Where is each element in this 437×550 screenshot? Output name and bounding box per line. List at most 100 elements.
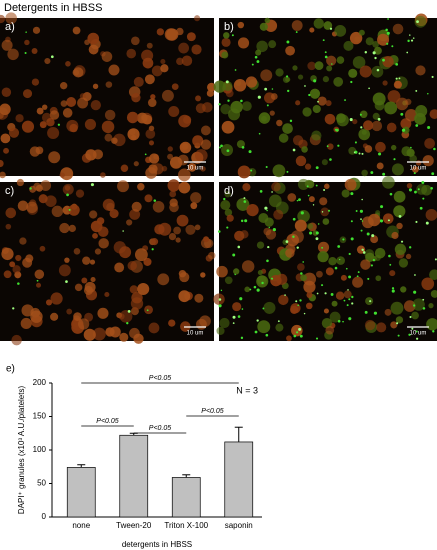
cell [341, 189, 350, 198]
granule [345, 267, 348, 270]
cell [191, 44, 202, 55]
cell [389, 270, 396, 277]
granule [408, 246, 412, 249]
cell [276, 119, 283, 127]
granule [265, 333, 269, 337]
cell [359, 65, 372, 78]
granule [400, 240, 404, 243]
cell [83, 328, 96, 341]
cell [93, 327, 106, 341]
cell [161, 89, 174, 102]
cell [422, 155, 434, 167]
granule [151, 248, 154, 251]
granule [422, 307, 426, 310]
cell [324, 183, 330, 190]
y-axis-title: DAPI⁺ granules (x10³ A.U./platelets) [17, 386, 26, 515]
cell [145, 167, 158, 179]
cell [185, 224, 196, 235]
cell [307, 61, 316, 71]
granule [329, 158, 332, 161]
cell [158, 222, 172, 236]
granule [334, 266, 338, 270]
cell [90, 220, 103, 233]
granule [234, 69, 237, 71]
granule [315, 337, 319, 340]
granule [239, 297, 243, 301]
cell [365, 37, 374, 46]
y-tick-label: 150 [33, 412, 47, 421]
bar [224, 441, 254, 518]
cell [194, 149, 208, 162]
cell [5, 223, 12, 230]
cell [79, 93, 86, 100]
cell [152, 200, 165, 213]
cell [269, 110, 275, 116]
cell [306, 223, 314, 230]
cell [290, 230, 304, 244]
cell [131, 134, 137, 140]
cell [9, 261, 16, 268]
granule [286, 40, 290, 44]
cell [5, 12, 18, 25]
panel-label: b) [224, 21, 234, 33]
cell [313, 18, 324, 29]
granule [286, 170, 289, 173]
granule [240, 336, 244, 340]
cell [216, 326, 225, 335]
cell [303, 280, 316, 293]
granule [271, 88, 274, 90]
cell [147, 98, 157, 107]
granule [427, 126, 431, 130]
granule [57, 123, 61, 126]
granule [359, 209, 363, 213]
granule [425, 221, 429, 225]
granule [358, 152, 361, 155]
granule [223, 197, 226, 201]
cell [246, 203, 259, 217]
granule [271, 191, 273, 193]
granule [234, 273, 236, 276]
cell [181, 143, 189, 150]
cell [59, 172, 65, 178]
cell [224, 191, 231, 198]
granule [348, 252, 351, 256]
cell [3, 270, 12, 279]
granule [391, 289, 395, 293]
granule [379, 219, 384, 223]
cell [236, 197, 250, 211]
granule [36, 279, 39, 282]
cell [131, 92, 141, 103]
cell [395, 97, 409, 111]
granule [309, 231, 313, 235]
granule [265, 165, 268, 168]
cell [74, 283, 83, 292]
granule [268, 226, 270, 229]
cell [109, 208, 119, 219]
cell [0, 14, 6, 24]
cell [167, 179, 180, 192]
granule [347, 289, 349, 291]
granule [385, 28, 388, 32]
granule [292, 235, 295, 239]
cell [35, 146, 44, 155]
bar [171, 477, 201, 518]
cell [59, 222, 70, 234]
cell [348, 68, 358, 78]
granule [401, 128, 405, 132]
cell [406, 182, 413, 189]
cell [39, 245, 46, 252]
cell [359, 110, 368, 119]
cell [263, 301, 276, 314]
granule [244, 219, 248, 223]
cell [12, 265, 21, 274]
granule [361, 248, 364, 252]
granule [351, 302, 354, 305]
cell [85, 149, 97, 161]
cell [297, 74, 304, 80]
cell [195, 95, 202, 102]
cell [77, 97, 89, 109]
cell [47, 126, 60, 140]
cell [241, 260, 255, 273]
cell [75, 189, 85, 198]
granule [259, 190, 263, 193]
